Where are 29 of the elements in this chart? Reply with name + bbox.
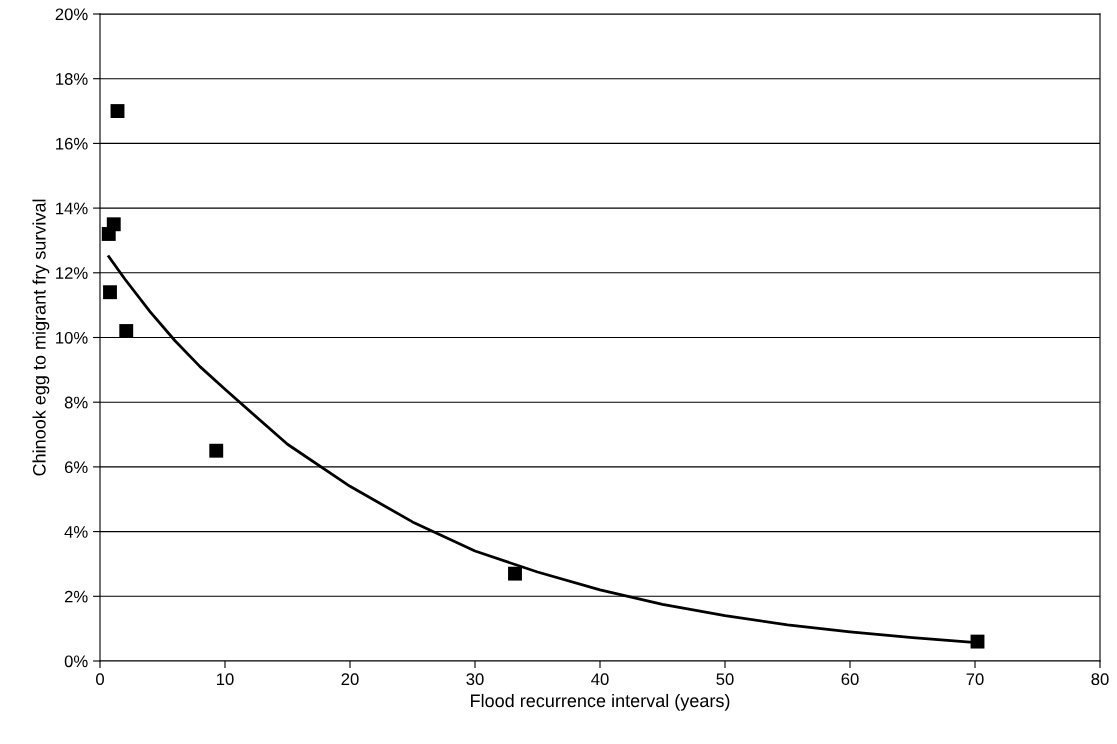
y-axis-title: Chinook egg to migrant fry survival — [32, 199, 50, 476]
x-tick-label: 0 — [96, 673, 104, 686]
x-tick-label: 10 — [217, 673, 234, 686]
x-tick-label: 20 — [341, 673, 359, 686]
point — [110, 104, 125, 118]
y-tick-label: 0% — [64, 655, 88, 668]
point — [119, 324, 134, 338]
x-tick-label: 30 — [466, 673, 484, 686]
point — [209, 443, 224, 458]
y-tick-label: 8% — [64, 396, 88, 409]
y-tick-label: 6% — [64, 461, 88, 474]
point — [106, 217, 121, 232]
point — [103, 285, 117, 300]
x-tick-label: 80 — [1091, 673, 1109, 686]
x-tick-label: 40 — [591, 673, 609, 686]
y-tick-label: 18% — [56, 73, 88, 85]
y-tick-label: 20% — [55, 8, 88, 21]
x-tick-label: 50 — [716, 673, 734, 686]
x-tick-label: 70 — [966, 673, 984, 686]
y-tick-label: 14% — [56, 202, 88, 215]
y-tick-label: 2% — [64, 590, 88, 603]
y-tick-label: 16% — [56, 137, 88, 150]
x-tick-label: 60 — [841, 673, 859, 686]
y-tick-label: 10% — [56, 331, 88, 344]
y-tick-label: 4% — [64, 526, 88, 538]
y-tick-label: 12% — [56, 267, 88, 279]
point — [970, 634, 985, 649]
x-axis-title: Flood recurrence interval (years) — [471, 693, 730, 711]
point — [508, 566, 522, 581]
